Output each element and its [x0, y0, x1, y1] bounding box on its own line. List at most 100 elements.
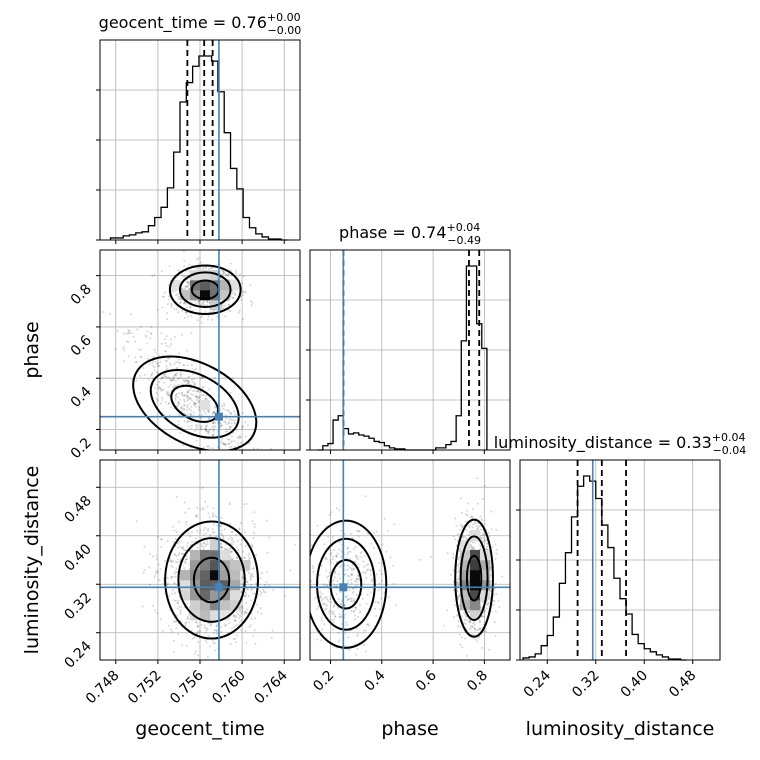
sample-point [213, 410, 216, 413]
density-cell [210, 590, 221, 601]
sample-point [233, 626, 236, 629]
sample-point [164, 342, 167, 345]
sample-point [196, 428, 199, 431]
sample-point [174, 575, 177, 578]
sample-point [215, 410, 218, 413]
sample-point [335, 554, 338, 557]
sample-point [210, 267, 213, 270]
sample-point [483, 485, 486, 488]
sample-point [174, 570, 177, 573]
density-cell [470, 530, 481, 541]
sample-point [250, 577, 253, 580]
sample-point [270, 636, 273, 639]
sample-point [375, 614, 378, 617]
sample-point [464, 528, 467, 531]
sample-point [241, 606, 244, 609]
sample-point [243, 503, 246, 506]
sample-point [177, 423, 180, 426]
density-cell [470, 600, 481, 611]
sample-point [125, 340, 128, 343]
sample-point [202, 529, 205, 532]
sample-point [212, 422, 215, 425]
sample-point [235, 472, 237, 474]
sample-point [206, 543, 209, 546]
sample-point [205, 641, 208, 644]
sample-point [163, 375, 166, 378]
sample-point [175, 384, 178, 387]
sample-point [349, 532, 352, 535]
sample-point [200, 623, 203, 626]
sample-point [201, 385, 204, 388]
sample-point [175, 380, 178, 383]
sample-point [193, 382, 196, 385]
sample-point [185, 521, 188, 524]
sample-point [229, 542, 232, 545]
sample-point [228, 427, 231, 430]
sample-point [346, 579, 349, 582]
sample-point [193, 402, 196, 405]
sample-point [324, 557, 327, 560]
contour-line [179, 271, 232, 309]
sample-point [485, 607, 488, 610]
sample-point [493, 621, 496, 624]
sample-point [430, 555, 433, 558]
sample-point [235, 463, 237, 465]
sample-point [199, 528, 202, 531]
sample-point [323, 623, 326, 626]
sample-point [344, 631, 347, 634]
sample-point [193, 401, 196, 404]
title-upper: +0.00 [267, 11, 301, 24]
sample-point [462, 536, 465, 539]
sample-point [187, 663, 189, 665]
sample-point [249, 579, 252, 582]
sample-point [233, 474, 235, 476]
sample-point [456, 533, 459, 536]
sample-point [190, 424, 193, 427]
density-cell [470, 590, 481, 601]
sample-point [145, 335, 148, 338]
sample-point [166, 357, 169, 360]
sample-point [319, 590, 322, 593]
sample-point [223, 420, 226, 423]
sample-point [142, 366, 145, 369]
sample-point [179, 301, 182, 304]
sample-point [114, 348, 117, 351]
sample-point [199, 426, 202, 429]
sample-point [190, 364, 193, 367]
density-cell [460, 580, 471, 591]
sample-point [483, 610, 486, 613]
sample-point [167, 402, 170, 405]
sample-point [195, 621, 198, 624]
sample-point [197, 263, 200, 266]
sample-point [175, 307, 178, 310]
sample-point [456, 590, 459, 593]
sample-point [195, 514, 198, 517]
sample-point [165, 390, 168, 393]
sample-point [153, 366, 156, 369]
y-axis-label-phase: phase [21, 321, 43, 378]
sample-point [262, 588, 265, 591]
sample-point [239, 615, 242, 618]
sample-point [228, 303, 231, 306]
sample-point [305, 586, 307, 588]
sample-point [151, 555, 154, 558]
sample-point [177, 377, 180, 380]
sample-point [159, 387, 162, 390]
sample-point [260, 591, 263, 594]
sample-point [180, 547, 183, 550]
sample-point [476, 628, 479, 631]
sample-point [377, 601, 380, 604]
sample-point [183, 316, 186, 319]
sample-point [259, 593, 262, 596]
density-cell [210, 540, 221, 551]
sample-point [164, 360, 167, 363]
sample-point [227, 443, 230, 446]
sample-point [255, 553, 258, 556]
sample-point [186, 395, 189, 398]
sample-point [212, 512, 215, 515]
panel-title-geocent_time: geocent_time = 0.76+0.00 −0.00 [99, 11, 302, 37]
sample-point [172, 386, 175, 389]
sample-point [254, 456, 256, 458]
sample-point [467, 610, 470, 613]
sample-point [171, 592, 174, 595]
